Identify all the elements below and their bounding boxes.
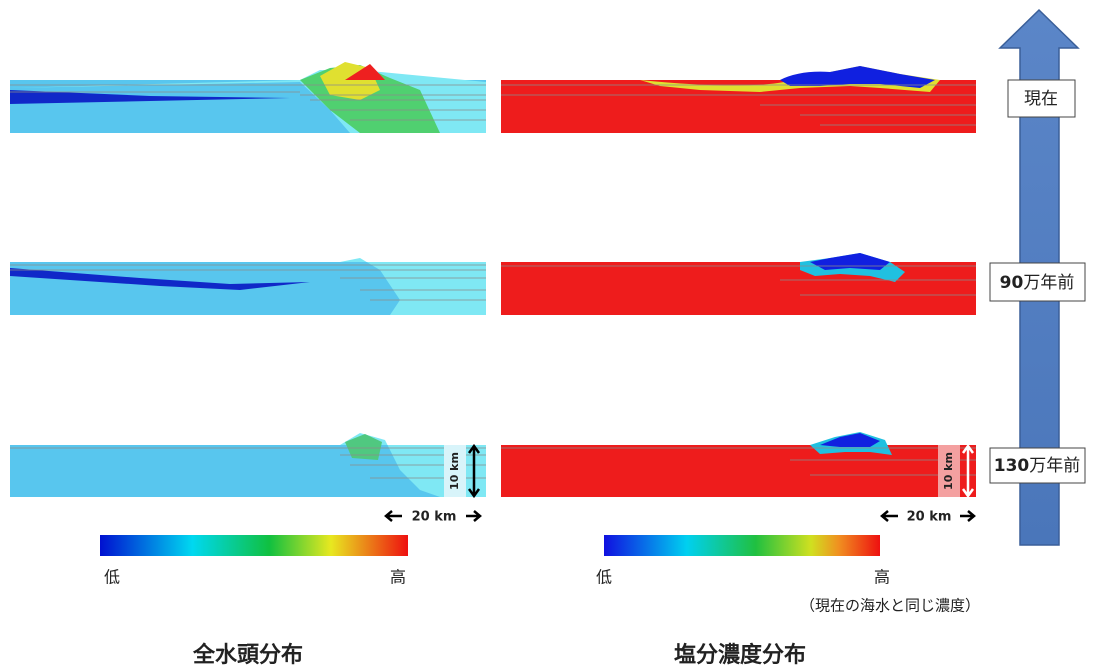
time-unit: 万年前 xyxy=(1029,456,1080,476)
scale-vertical-left: 10 km xyxy=(444,445,479,497)
legend-low: 低 xyxy=(104,568,120,587)
salinity-panel-900k xyxy=(501,253,976,315)
scale-label: 10 km xyxy=(942,452,955,490)
scale-vertical-right: 10 km xyxy=(938,445,973,497)
colorbar xyxy=(604,535,880,556)
scale-label: 20 km xyxy=(907,510,952,525)
salinity-panel-present xyxy=(501,66,976,133)
scale-horizontal-right: 20 km xyxy=(882,510,974,525)
head-panel-present xyxy=(10,62,486,133)
time-label: 130万年前 xyxy=(994,456,1081,476)
head-panel-900k xyxy=(10,258,486,315)
head-panel-1300k xyxy=(10,433,486,497)
panel-title: 塩分濃度分布 xyxy=(674,642,806,668)
legend-low: 低 xyxy=(596,568,612,587)
figure: 10 km 10 km 20 km 20 km 現在 90万年前 130万年前 … xyxy=(0,0,1099,670)
time-label: 90万年前 xyxy=(1000,273,1075,293)
time-number: 90 xyxy=(1000,273,1024,293)
panel-title: 全水頭分布 xyxy=(192,642,303,668)
time-number: 130 xyxy=(994,456,1030,476)
scale-label: 10 km xyxy=(448,452,461,490)
scale-horizontal-left: 20 km xyxy=(386,510,480,525)
legend-high: 高 xyxy=(390,568,406,587)
legend-high: 高 xyxy=(874,568,890,587)
colorbar xyxy=(100,535,408,556)
time-unit: 万年前 xyxy=(1023,273,1074,293)
scale-label: 20 km xyxy=(412,510,457,525)
legend-note: （現在の海水と同じ濃度） xyxy=(800,597,980,615)
time-label: 現在 xyxy=(1024,89,1058,109)
salinity-panel-1300k xyxy=(501,432,976,497)
